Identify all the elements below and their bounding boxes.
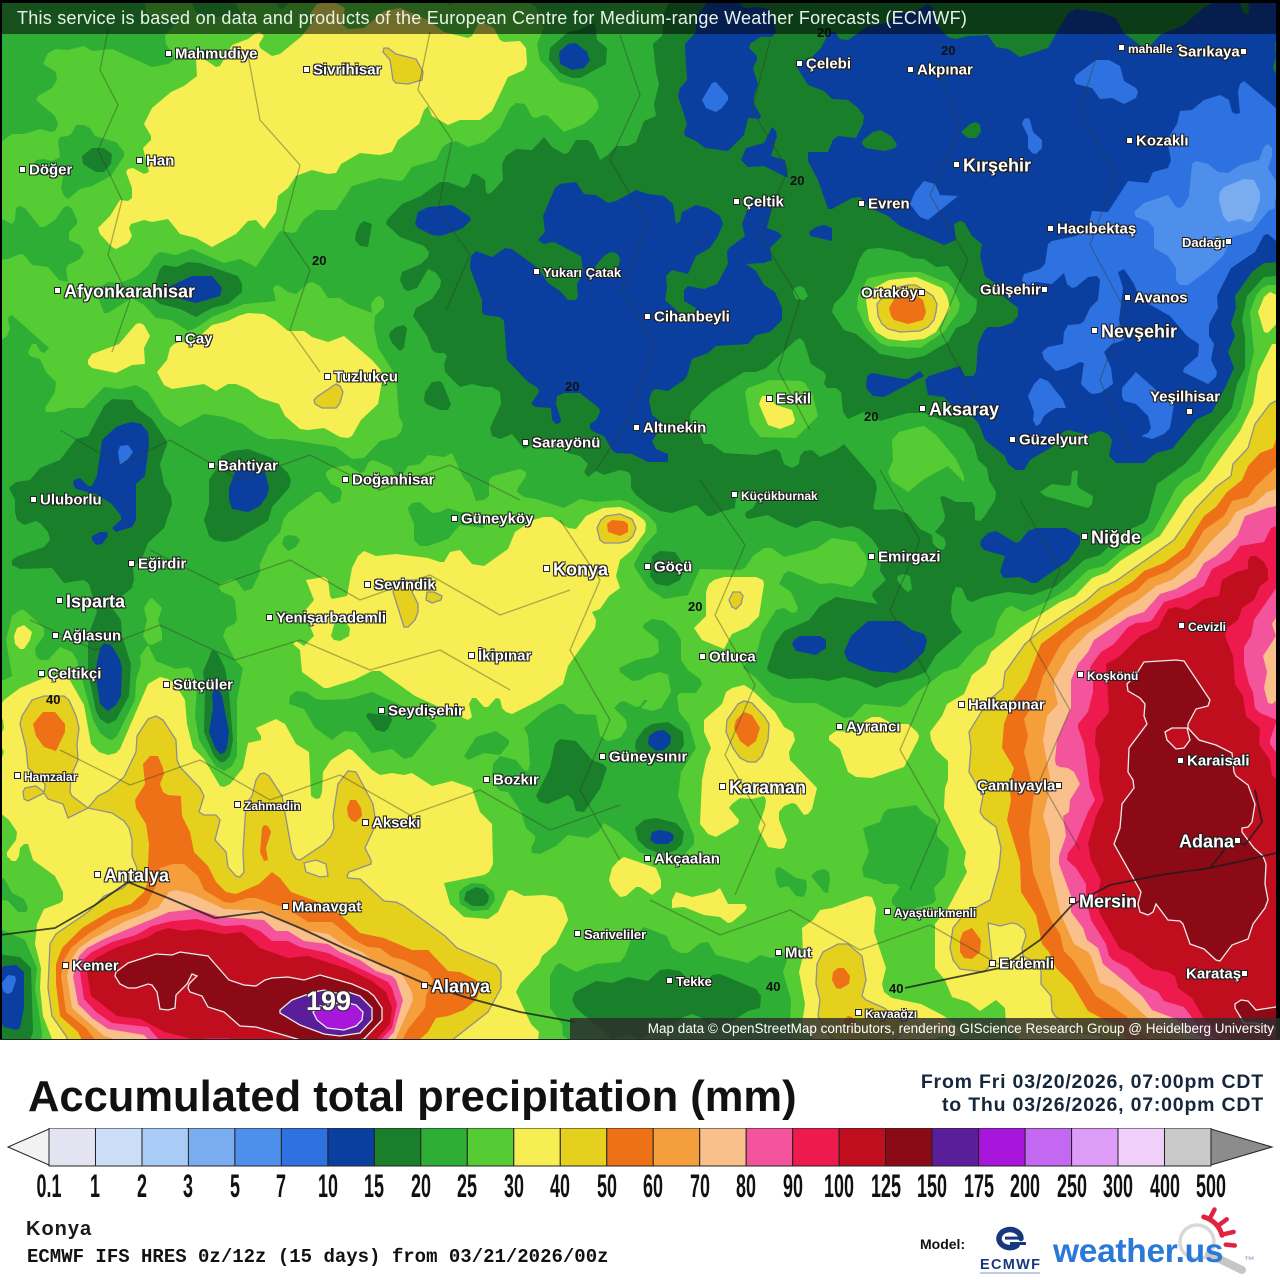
svg-text:weather.us: weather.us xyxy=(1052,1233,1223,1270)
svg-text:™: ™ xyxy=(1244,1255,1255,1267)
svg-text:ECMWF: ECMWF xyxy=(980,1257,1040,1273)
